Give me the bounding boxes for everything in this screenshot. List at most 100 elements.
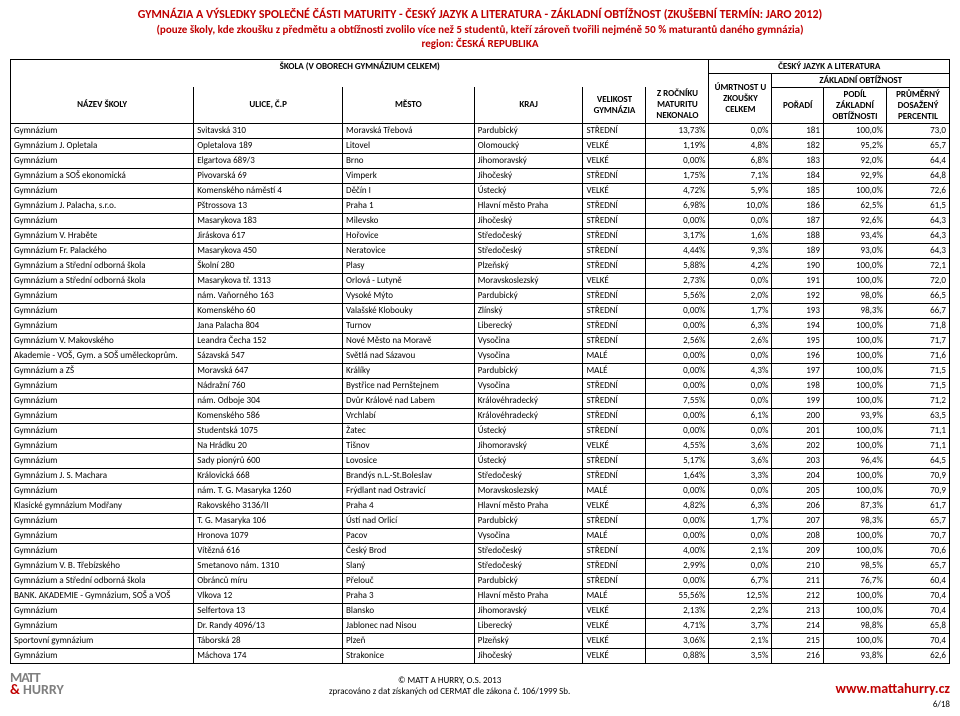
table-cell: 70,4 — [886, 633, 949, 648]
page-number: 6/18 — [10, 699, 950, 710]
table-cell: 73,0 — [886, 123, 949, 138]
table-cell: 100,0% — [823, 348, 886, 363]
table-row: GymnáziumT. G. Masaryka 106Ústí nad Orli… — [11, 513, 950, 528]
table-cell: Opletalova 189 — [194, 138, 343, 153]
table-cell: 1,7% — [709, 303, 772, 318]
table-cell: Turnov — [343, 318, 475, 333]
table-row: Gymnázium a ZŠMoravská 647KrálíkyPardubi… — [11, 363, 950, 378]
table-cell: Gymnázium — [11, 123, 194, 138]
table-cell: Gymnázium a Střední odborná škola — [11, 573, 194, 588]
table-row: Gymnázium a Střední odborná školaŠkolní … — [11, 258, 950, 273]
table-row: Gymnázium J. Palacha, s.r.o.Pštrossova 1… — [11, 198, 950, 213]
table-cell: Královická 668 — [194, 468, 343, 483]
table-cell: 100,0% — [823, 363, 886, 378]
table-cell: 70,4 — [886, 603, 949, 618]
table-cell: 70,4 — [886, 588, 949, 603]
table-cell: 3,17% — [646, 228, 709, 243]
table-cell: 4,00% — [646, 543, 709, 558]
table-row: Gymnázium V. B. TřebízskéhoSmetanovo nám… — [11, 558, 950, 573]
table-cell: Gymnázium a ZŠ — [11, 363, 194, 378]
table-cell: Pardubický — [474, 573, 583, 588]
table-row: GymnáziumKomenského 586VrchlabíKrálovéhr… — [11, 408, 950, 423]
table-row: GymnáziumKomenského 60Valašské KloboukyZ… — [11, 303, 950, 318]
table-cell: 213 — [772, 603, 824, 618]
table-cell: 100,0% — [823, 543, 886, 558]
table-cell: Nové Město na Moravě — [343, 333, 475, 348]
table-cell: 93,0% — [823, 243, 886, 258]
table-cell: Gymnázium — [11, 153, 194, 168]
footer-link[interactable]: www.mattahurry.cz — [836, 680, 951, 697]
table-cell: Praha 1 — [343, 198, 475, 213]
th-velikost: VELIKOST GYMNÁZIA — [583, 87, 646, 123]
table-cell: 70,9 — [886, 483, 949, 498]
table-cell: 92,0% — [823, 153, 886, 168]
table-cell: VELKÉ — [583, 438, 646, 453]
table-cell: 100,0% — [823, 438, 886, 453]
table-cell: Gymnázium V. B. Třebízského — [11, 558, 194, 573]
table-cell: Gymnázium V. Makovského — [11, 333, 194, 348]
table-cell: STŘEDNÍ — [583, 333, 646, 348]
table-cell: 71,7 — [886, 333, 949, 348]
table-cell: 199 — [772, 393, 824, 408]
table-cell: Vlkova 12 — [194, 588, 343, 603]
table-cell: Komenského 60 — [194, 303, 343, 318]
table-cell: MALÉ — [583, 528, 646, 543]
table-cell: Selfertova 13 — [194, 603, 343, 618]
table-cell: 191 — [772, 273, 824, 288]
table-cell: Ústecký — [474, 423, 583, 438]
table-cell: STŘEDNÍ — [583, 558, 646, 573]
th-group-school: ŠKOLA (V OBORECH GYMNÁZIUM CELKEM) — [11, 59, 709, 87]
table-cell: Jihomoravský — [474, 603, 583, 618]
table-cell: Hlavní město Praha — [474, 588, 583, 603]
table-cell: 2,99% — [646, 558, 709, 573]
table-cell: Sázavská 547 — [194, 348, 343, 363]
table-row: GymnáziumSady pionýrů 600LovosiceÚstecký… — [11, 453, 950, 468]
table-cell: 0,00% — [646, 303, 709, 318]
table-cell: Vysočina — [474, 378, 583, 393]
table-row: GymnáziumMasarykova 183MilevskoJihočeský… — [11, 213, 950, 228]
table-cell: 4,44% — [646, 243, 709, 258]
table-cell: 1,75% — [646, 168, 709, 183]
table-cell: Gymnázium — [11, 528, 194, 543]
table-cell: Tišnov — [343, 438, 475, 453]
table-row: Gymnázium a Střední odborná školaMasaryk… — [11, 273, 950, 288]
th-umrtnost: ÚMRTNOST U ZKOUŠKY CELKEM — [709, 73, 772, 123]
table-cell: 187 — [772, 213, 824, 228]
table-cell: Gymnázium — [11, 183, 194, 198]
table-cell: 0,00% — [646, 348, 709, 363]
table-row: Gymnáziumnám. Odboje 304Dvůr Králové nad… — [11, 393, 950, 408]
table-cell: 61,5 — [886, 198, 949, 213]
table-cell: Strakonice — [343, 648, 475, 663]
table-cell: 92,6% — [823, 213, 886, 228]
table-cell: 7,1% — [709, 168, 772, 183]
table-cell: 0,0% — [709, 213, 772, 228]
table-cell: 65,7 — [886, 513, 949, 528]
table-cell: 0,00% — [646, 408, 709, 423]
table-cell: Středočeský — [474, 243, 583, 258]
table-cell: VELKÉ — [583, 273, 646, 288]
table-cell: 70,7 — [886, 528, 949, 543]
table-cell: STŘEDNÍ — [583, 318, 646, 333]
table-cell: 0,00% — [646, 513, 709, 528]
table-cell: Moravskoslezský — [474, 273, 583, 288]
table-cell: Vysočina — [474, 333, 583, 348]
table-cell: Pardubický — [474, 363, 583, 378]
table-cell: BANK. AKADEMIE - Gymnázium, SOŠ a VOŠ — [11, 588, 194, 603]
table-cell: 189 — [772, 243, 824, 258]
table-cell: 194 — [772, 318, 824, 333]
table-cell: Leandra Čecha 152 — [194, 333, 343, 348]
table-cell: MALÉ — [583, 588, 646, 603]
table-cell: 100,0% — [823, 318, 886, 333]
table-row: Gymnázium V. HraběteJiráskova 617Hořovic… — [11, 228, 950, 243]
table-cell: 1,19% — [646, 138, 709, 153]
table-cell: STŘEDNÍ — [583, 453, 646, 468]
table-cell: Masarykova 450 — [194, 243, 343, 258]
table-cell: MALÉ — [583, 363, 646, 378]
table-cell: 98,3% — [823, 303, 886, 318]
table-row: GymnáziumStudentská 1075ŽatecÚsteckýSTŘE… — [11, 423, 950, 438]
table-cell: VELKÉ — [583, 138, 646, 153]
table-row: Gymnázium J. S. MacharaKrálovická 668Bra… — [11, 468, 950, 483]
table-cell: 185 — [772, 183, 824, 198]
table-cell: 4,8% — [709, 138, 772, 153]
table-cell: Olomoucký — [474, 138, 583, 153]
